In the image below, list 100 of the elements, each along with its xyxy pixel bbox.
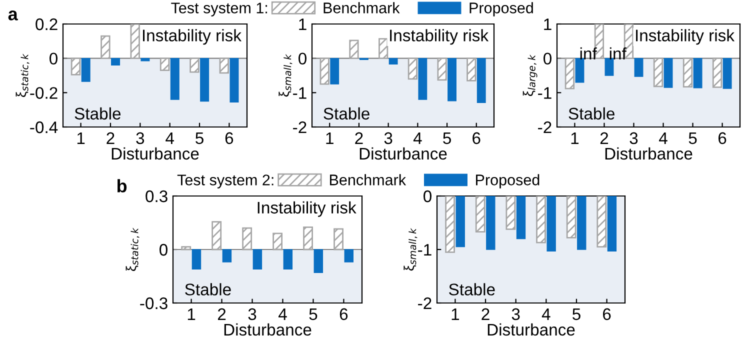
bar (314, 249, 324, 274)
x-tick-label: 6 (472, 132, 480, 144)
x-tick-label: 2 (218, 308, 226, 320)
band-label: Stable (568, 107, 614, 120)
x-tick-label: 4 (659, 132, 668, 144)
x-tick-label: 2 (106, 132, 114, 144)
annotation: inf (580, 47, 597, 60)
chart-title: b (117, 179, 127, 192)
bar (378, 38, 388, 60)
x-tick-label: 5 (572, 308, 580, 320)
y-tick-label: -0.4 (30, 121, 58, 134)
y-axis-title: ξ$_{small,k}$ (278, 54, 292, 97)
annotation: Instability risk (258, 201, 356, 217)
bar (190, 58, 200, 73)
bar (418, 58, 428, 100)
bar (81, 58, 90, 82)
x-tick-label: 3 (136, 132, 144, 144)
bar (222, 249, 232, 262)
x-tick-label: 1 (77, 132, 85, 144)
y-tick-label: -2 (418, 297, 432, 310)
x-tick-label: 2 (600, 132, 608, 144)
bar (130, 24, 140, 60)
x-tick-label: 3 (248, 308, 256, 320)
y-tick-label: 0 (544, 52, 552, 65)
x-tick-label: 4 (278, 308, 287, 320)
bar (349, 40, 359, 60)
legend-title: Test system 2: (177, 174, 274, 188)
x-tick-label: 5 (443, 132, 451, 144)
annotation: Instability risk (636, 29, 735, 45)
x-tick-label: 4 (166, 132, 174, 144)
annotation: Instability risk (390, 29, 489, 45)
y-tick-label: 0 (298, 52, 306, 65)
x-axis-title: Disturbance (224, 323, 312, 336)
x-tick-label: 2 (482, 308, 490, 320)
y-axis-title: ξ$_{large,k}$ (522, 54, 538, 96)
bar (334, 228, 344, 250)
bar (70, 58, 81, 76)
x-tick-label: 5 (309, 308, 318, 320)
y-tick-label: 0 (50, 52, 58, 65)
bar (100, 35, 110, 60)
annotation: inf (610, 47, 626, 60)
y-tick-label: 1 (299, 18, 306, 30)
x-axis-title: Disturbance (112, 147, 199, 160)
bar (388, 58, 398, 65)
x-tick-label: 6 (718, 132, 726, 144)
bar (192, 249, 202, 270)
x-tick-label: 3 (630, 132, 638, 144)
x-tick-label: 4 (542, 308, 550, 320)
y-axis-title: ξ$_{small,k}$ (404, 228, 418, 271)
y-tick-label: -1 (538, 87, 552, 99)
x-tick-label: 6 (603, 308, 611, 320)
x-tick-label: 5 (196, 132, 204, 144)
band-label: Stable (449, 283, 495, 296)
x-axis-title: Disturbance (605, 147, 692, 160)
y-tick-label: 1 (544, 18, 552, 30)
x-tick-label: 3 (384, 132, 392, 144)
y-tick-label: 0.3 (146, 190, 168, 202)
bar (230, 58, 239, 102)
bar (330, 58, 340, 84)
y-tick-label: -0.3 (140, 297, 168, 310)
y-tick-label: 0 (424, 190, 432, 202)
x-tick-label: 2 (355, 132, 363, 144)
bar (408, 58, 418, 80)
y-tick-label: -0.2 (30, 87, 58, 99)
x-tick-label: 1 (188, 308, 196, 320)
bar (140, 58, 150, 62)
bar (212, 221, 222, 250)
x-tick-label: 3 (512, 308, 520, 320)
legend-label: Proposed (470, 2, 533, 16)
x-tick-label: 1 (452, 308, 460, 320)
band-label: Stable (74, 107, 121, 120)
y-tick-label: -2 (538, 121, 552, 134)
bar (160, 58, 170, 72)
bar (252, 249, 262, 270)
y-tick-label: 0 (160, 244, 168, 256)
annotation: Instability risk (143, 29, 242, 45)
legend-label: Proposed (476, 174, 540, 188)
bar (181, 246, 192, 250)
bar (170, 58, 180, 100)
bar (320, 58, 330, 85)
x-axis-title: Disturbance (360, 147, 447, 160)
bar (344, 249, 354, 262)
legend-label: Benchmark (330, 174, 406, 186)
bar (272, 232, 283, 250)
bar (448, 58, 456, 102)
x-tick-label: 6 (225, 132, 234, 144)
y-axis-title: ξ$_{static,k}$ (16, 54, 30, 97)
bar (303, 226, 314, 250)
y-tick-label: -1 (293, 87, 306, 99)
x-tick-label: 6 (340, 308, 348, 320)
bar (111, 58, 120, 66)
y-axis-title: ξ$_{static,k}$ (126, 228, 140, 271)
y-tick-label: -2 (293, 121, 306, 134)
x-tick-label: 5 (688, 132, 697, 144)
y-tick-label: -1 (418, 244, 432, 256)
bar (437, 58, 447, 81)
y-tick-label: 0.2 (36, 18, 58, 30)
x-axis-title: Disturbance (488, 323, 575, 336)
bar (200, 58, 210, 102)
x-tick-label: 1 (571, 132, 579, 144)
